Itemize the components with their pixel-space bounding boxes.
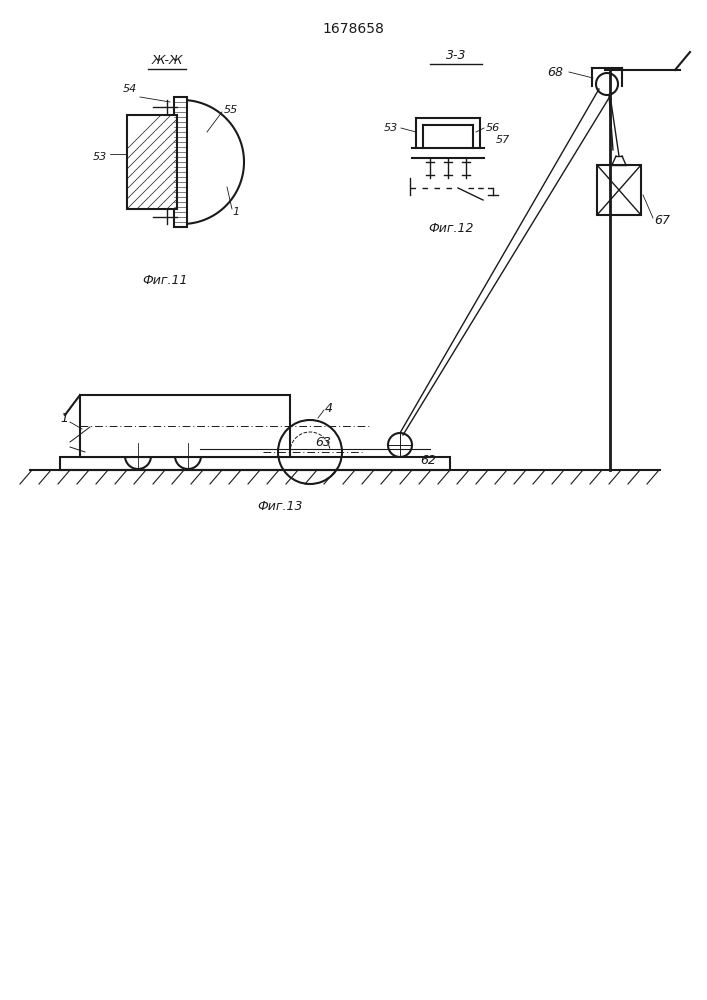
Text: Фиг.11: Фиг.11	[142, 274, 188, 287]
Bar	[60, 457, 450, 470]
Text: 68: 68	[547, 66, 563, 79]
Text: 55: 55	[224, 105, 238, 115]
Text: 62: 62	[420, 454, 436, 466]
Text: Фиг.13: Фиг.13	[257, 500, 303, 513]
Text: 1: 1	[60, 412, 68, 426]
Text: 4: 4	[325, 401, 333, 414]
Text: 53: 53	[384, 123, 398, 133]
Text: Фиг.12: Фиг.12	[428, 222, 474, 235]
Text: 53: 53	[93, 152, 107, 162]
Text: 56: 56	[486, 123, 501, 133]
Text: 1: 1	[232, 207, 239, 217]
Text: 54: 54	[123, 84, 137, 94]
Bar	[80, 395, 290, 457]
Text: Ж-Ж: Ж-Ж	[151, 54, 182, 67]
Bar	[127, 115, 177, 209]
Bar	[174, 97, 187, 227]
Text: 57: 57	[496, 135, 510, 145]
Text: 1678658: 1678658	[322, 22, 384, 36]
Bar	[597, 165, 641, 215]
Text: 3-3: 3-3	[445, 49, 466, 62]
Text: 67: 67	[654, 214, 670, 227]
Text: 63: 63	[315, 436, 331, 448]
